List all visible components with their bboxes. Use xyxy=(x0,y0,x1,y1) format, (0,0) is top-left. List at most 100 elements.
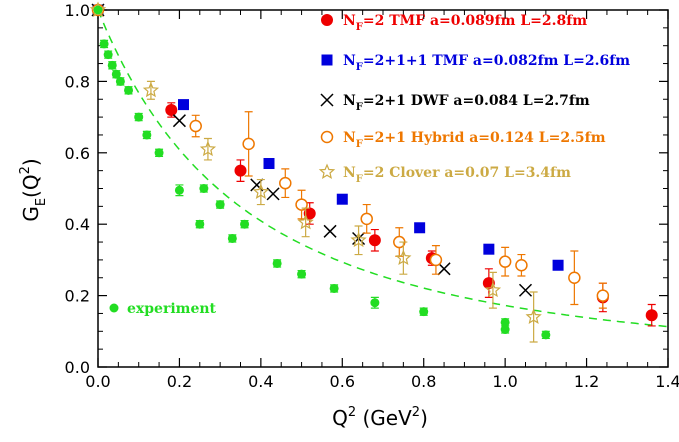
data-point xyxy=(414,222,426,234)
data-point xyxy=(103,50,113,60)
data-point xyxy=(596,289,610,302)
legend-label: NF=2+1 Hybrid a=0.124 L=2.5fm xyxy=(343,130,606,150)
data-point xyxy=(174,185,184,195)
series-5 xyxy=(93,5,551,340)
legend-label: NF=2 Clover a=0.07 L=3.4fm xyxy=(343,165,571,185)
legend-label: experiment xyxy=(127,301,217,317)
data-point xyxy=(99,39,109,49)
data-point xyxy=(360,212,373,226)
data-point xyxy=(368,234,381,247)
data-point xyxy=(142,81,160,98)
x-tick-label: 0.4 xyxy=(248,372,273,391)
data-point xyxy=(323,224,337,238)
y-tick-label: 0.0 xyxy=(65,358,90,377)
data-point xyxy=(172,114,186,128)
data-point xyxy=(124,85,134,95)
data-point xyxy=(195,219,205,229)
error-bar xyxy=(488,271,497,309)
series-4 xyxy=(89,1,542,343)
y-tick-label: 1.0 xyxy=(65,1,90,20)
y-axis-ticks: 0.0 0.2 0.4 0.6 0.8 1.0 xyxy=(65,1,668,377)
data-point xyxy=(189,119,202,133)
x-tick-label: 0.8 xyxy=(411,372,436,391)
x-tick-label: 0.0 xyxy=(85,372,110,391)
x-tick-label: 0.2 xyxy=(167,372,192,391)
data-points xyxy=(89,1,658,343)
data-point xyxy=(199,140,217,157)
legend-marker xyxy=(318,163,336,179)
data-point xyxy=(215,200,225,210)
data-point xyxy=(515,259,528,272)
data-point xyxy=(568,271,581,284)
y-tick-label: 0.6 xyxy=(65,144,90,163)
y-axis-title: GE(Q2) xyxy=(18,158,49,221)
plot-area: 0.0 0.2 0.4 0.6 0.8 1.0 1.2 1.4 0.0 0.2 0.4 0.6 0.8… xyxy=(65,1,679,391)
error-bar xyxy=(301,207,310,238)
data-point xyxy=(93,5,103,15)
data-point xyxy=(541,330,551,340)
x-tick-label: 0.6 xyxy=(330,372,355,391)
data-point xyxy=(429,253,443,267)
data-point xyxy=(107,60,117,70)
data-point xyxy=(297,269,307,279)
data-point xyxy=(350,231,367,248)
data-point xyxy=(552,259,564,271)
data-point xyxy=(263,158,275,170)
data-point xyxy=(500,325,510,335)
data-point xyxy=(279,176,292,190)
x-tick-label: 1.2 xyxy=(574,372,599,391)
data-point xyxy=(297,213,314,230)
legend-marker xyxy=(321,54,333,66)
data-point xyxy=(234,164,247,177)
x-tick-label: 1.0 xyxy=(492,372,517,391)
data-point xyxy=(525,308,542,324)
error-bar xyxy=(399,241,408,275)
data-point xyxy=(240,219,250,229)
data-point xyxy=(395,249,412,266)
x-axis-ticks: 0.0 0.2 0.4 0.6 0.8 1.0 1.2 1.4 xyxy=(85,10,679,391)
legend-marker xyxy=(321,14,333,26)
x-tick-label: 1.4 xyxy=(655,372,679,391)
error-bar xyxy=(529,291,538,343)
x-axis-title: Q2 (GeV2) xyxy=(332,405,428,430)
data-point xyxy=(111,69,121,79)
y-tick-label: 0.8 xyxy=(65,72,90,91)
data-point xyxy=(645,309,658,322)
data-point xyxy=(484,281,502,298)
data-point xyxy=(336,193,348,205)
legend-marker xyxy=(320,130,334,144)
legend-label: NF=2+1 DWF a=0.084 L=2.7fm xyxy=(343,93,590,113)
y-tick-label: 0.4 xyxy=(65,215,90,234)
data-point xyxy=(142,130,152,140)
data-point xyxy=(500,317,510,327)
data-point xyxy=(242,137,255,151)
data-point xyxy=(437,262,451,276)
data-point xyxy=(227,233,237,243)
data-point xyxy=(134,112,144,122)
legend-label: NF=2 TMF a=0.089fm L=2.8fm xyxy=(343,13,587,33)
data-point xyxy=(252,183,269,199)
data-point xyxy=(295,198,308,211)
y-tick-label: 0.2 xyxy=(65,287,90,306)
data-point xyxy=(329,283,339,293)
data-point xyxy=(266,187,280,201)
data-point xyxy=(272,258,282,268)
data-point xyxy=(165,103,178,116)
data-point xyxy=(115,76,125,86)
error-bar xyxy=(354,225,363,256)
legend-marker xyxy=(109,303,119,313)
series-3 xyxy=(91,3,610,309)
data-point xyxy=(370,298,380,308)
data-point xyxy=(199,184,209,193)
data-point xyxy=(419,307,429,317)
data-point xyxy=(518,283,533,297)
data-point xyxy=(178,99,189,111)
data-point xyxy=(483,243,495,255)
legend: NF=2 TMF a=0.089fm L=2.8fm NF=2+1+1 TMF a… xyxy=(109,13,630,317)
legend-marker xyxy=(320,93,334,107)
svg-text:GE(Q2): GE(Q2) xyxy=(18,158,49,221)
legend-label: NF=2+1+1 TMF a=0.082fm L=2.6fm xyxy=(343,53,630,73)
dipole-fit-curve xyxy=(97,9,669,328)
data-point xyxy=(498,255,512,268)
